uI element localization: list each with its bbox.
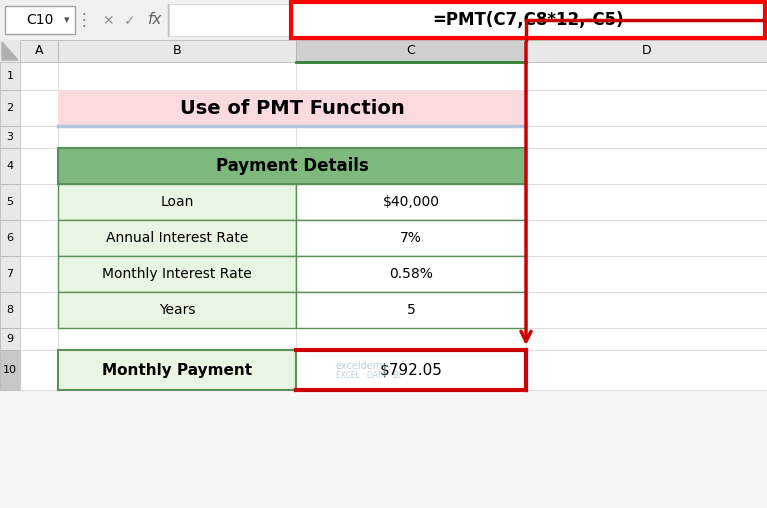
Text: ⋮: ⋮ — [76, 11, 92, 29]
Text: $792.05: $792.05 — [380, 363, 443, 377]
FancyBboxPatch shape — [291, 2, 765, 38]
Text: fx: fx — [148, 13, 162, 27]
FancyBboxPatch shape — [0, 328, 20, 350]
FancyBboxPatch shape — [0, 62, 20, 90]
FancyBboxPatch shape — [0, 40, 767, 62]
Text: C10: C10 — [26, 13, 54, 27]
FancyBboxPatch shape — [20, 126, 767, 148]
FancyBboxPatch shape — [0, 90, 20, 126]
Text: 10: 10 — [3, 365, 17, 375]
FancyBboxPatch shape — [20, 62, 767, 90]
FancyBboxPatch shape — [0, 292, 20, 328]
FancyBboxPatch shape — [58, 184, 296, 220]
FancyBboxPatch shape — [58, 220, 296, 256]
FancyBboxPatch shape — [20, 220, 767, 256]
FancyBboxPatch shape — [0, 184, 20, 220]
Text: Loan: Loan — [160, 195, 194, 209]
Text: 6: 6 — [6, 233, 14, 243]
FancyBboxPatch shape — [5, 6, 75, 34]
Text: 9: 9 — [6, 334, 14, 344]
Text: Annual Interest Rate: Annual Interest Rate — [106, 231, 249, 245]
Text: Use of PMT Function: Use of PMT Function — [179, 99, 404, 117]
Text: Payment Details: Payment Details — [216, 157, 368, 175]
Text: 5: 5 — [407, 303, 416, 317]
Text: =PMT(C7,C8*12,-C5): =PMT(C7,C8*12,-C5) — [432, 11, 624, 29]
FancyBboxPatch shape — [20, 350, 767, 390]
FancyBboxPatch shape — [20, 184, 767, 220]
FancyBboxPatch shape — [0, 256, 20, 292]
Text: 7%: 7% — [400, 231, 422, 245]
Text: 5: 5 — [6, 197, 14, 207]
Text: A: A — [35, 45, 43, 57]
FancyBboxPatch shape — [20, 148, 767, 184]
Text: $40,000: $40,000 — [383, 195, 439, 209]
FancyBboxPatch shape — [20, 256, 767, 292]
Text: 8: 8 — [6, 305, 14, 315]
FancyBboxPatch shape — [58, 350, 296, 390]
FancyBboxPatch shape — [0, 350, 20, 390]
FancyBboxPatch shape — [58, 90, 526, 126]
Text: Monthly Payment: Monthly Payment — [102, 363, 252, 377]
Text: ✕: ✕ — [102, 14, 114, 28]
FancyBboxPatch shape — [0, 220, 20, 256]
Text: ▾: ▾ — [64, 15, 70, 25]
Text: D: D — [642, 45, 651, 57]
Text: C: C — [407, 45, 416, 57]
Text: 3: 3 — [6, 132, 14, 142]
Text: Monthly Interest Rate: Monthly Interest Rate — [102, 267, 252, 281]
FancyBboxPatch shape — [20, 90, 767, 126]
Text: 1: 1 — [6, 71, 14, 81]
Text: ✓: ✓ — [124, 14, 136, 28]
FancyBboxPatch shape — [0, 126, 20, 148]
Text: EXCEL · DATA · BI: EXCEL · DATA · BI — [336, 371, 401, 380]
Text: exceldemy: exceldemy — [336, 361, 389, 371]
FancyBboxPatch shape — [0, 148, 20, 184]
FancyBboxPatch shape — [526, 40, 767, 62]
Polygon shape — [2, 42, 18, 60]
FancyBboxPatch shape — [169, 4, 291, 36]
FancyBboxPatch shape — [296, 292, 526, 328]
FancyBboxPatch shape — [296, 220, 526, 256]
FancyBboxPatch shape — [20, 40, 58, 62]
Text: 7: 7 — [6, 269, 14, 279]
Text: 2: 2 — [6, 103, 14, 113]
FancyBboxPatch shape — [0, 0, 767, 40]
Text: 4: 4 — [6, 161, 14, 171]
FancyBboxPatch shape — [296, 256, 526, 292]
FancyBboxPatch shape — [58, 148, 526, 184]
FancyBboxPatch shape — [58, 256, 296, 292]
Text: 0.58%: 0.58% — [389, 267, 433, 281]
FancyBboxPatch shape — [296, 184, 526, 220]
FancyBboxPatch shape — [296, 40, 526, 62]
FancyBboxPatch shape — [58, 40, 296, 62]
FancyBboxPatch shape — [20, 328, 767, 350]
FancyBboxPatch shape — [20, 292, 767, 328]
FancyBboxPatch shape — [296, 350, 526, 390]
FancyBboxPatch shape — [58, 292, 296, 328]
Text: B: B — [173, 45, 181, 57]
Text: Years: Years — [159, 303, 196, 317]
